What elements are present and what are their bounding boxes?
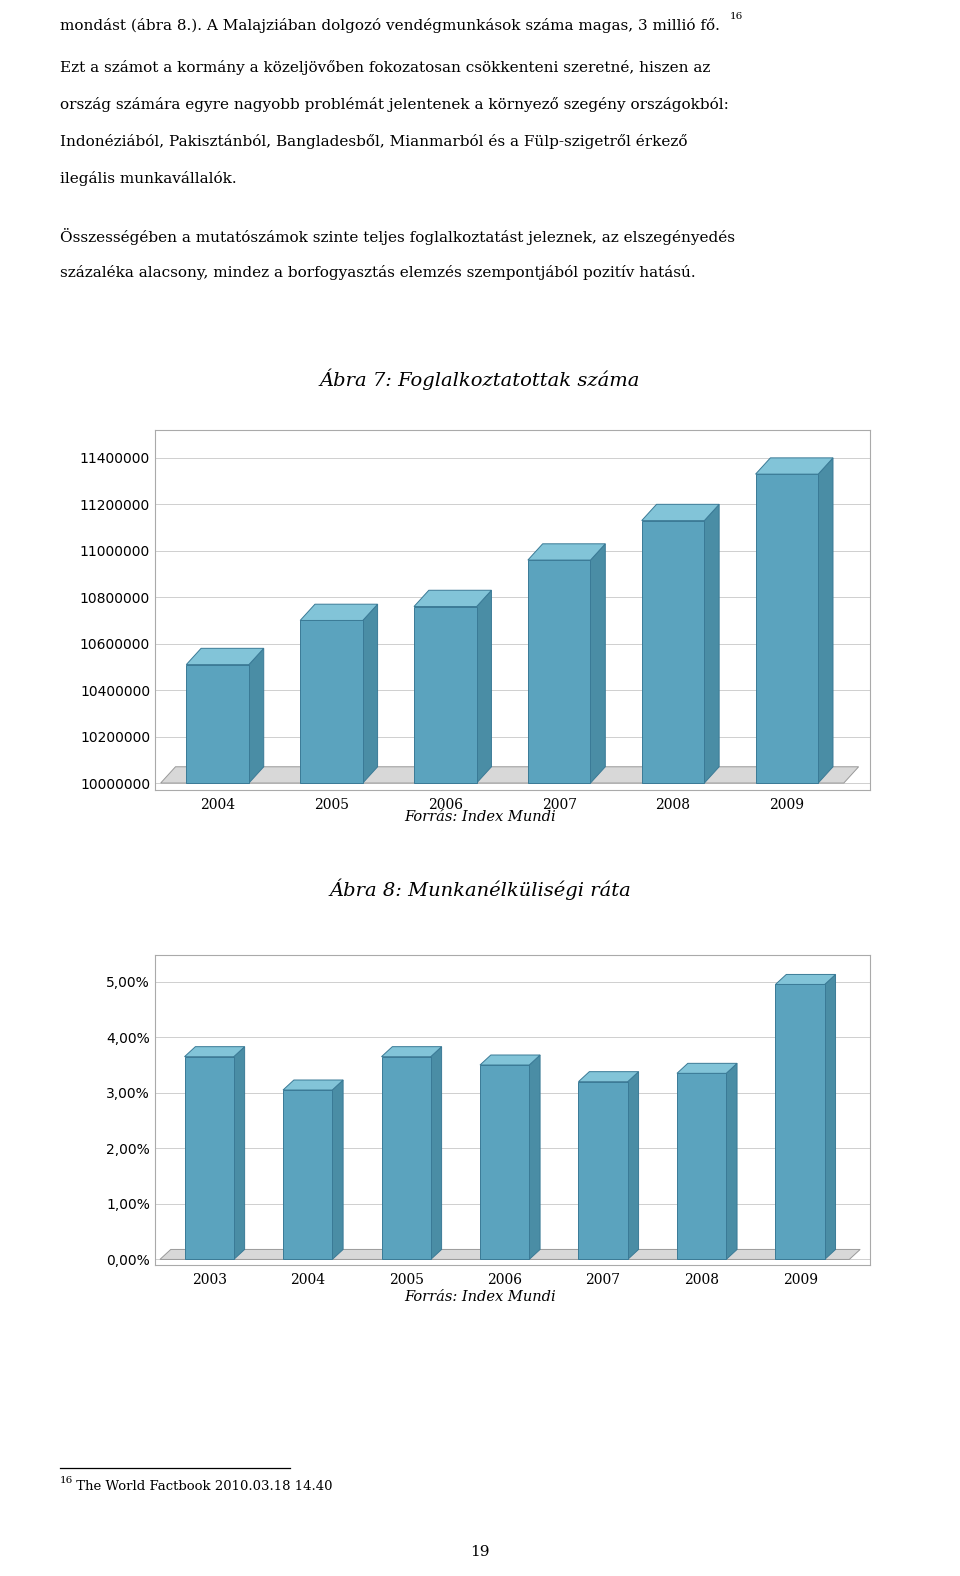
Text: The World Factbook 2010.03.18 14.40: The World Factbook 2010.03.18 14.40 (72, 1480, 332, 1492)
Polygon shape (628, 1072, 638, 1259)
Polygon shape (579, 1072, 638, 1081)
Text: Forrás: Index Mundi: Forrás: Index Mundi (404, 1291, 556, 1303)
Polygon shape (431, 1046, 442, 1259)
Polygon shape (726, 1064, 737, 1259)
Text: 16: 16 (730, 13, 743, 20)
Polygon shape (776, 974, 835, 985)
Bar (677, 1073, 726, 1259)
Polygon shape (249, 648, 264, 783)
Text: 19: 19 (470, 1544, 490, 1559)
Polygon shape (332, 1080, 343, 1259)
Bar (480, 1065, 529, 1259)
Bar (776, 985, 825, 1259)
Text: Ábra 8: Munkanélküliségi ráta: Ábra 8: Munkanélküliségi ráta (329, 878, 631, 900)
Polygon shape (414, 591, 492, 607)
Polygon shape (818, 459, 833, 783)
Polygon shape (186, 648, 264, 665)
Polygon shape (363, 604, 377, 783)
Polygon shape (677, 1064, 737, 1073)
Polygon shape (283, 1080, 343, 1091)
Bar (528, 559, 590, 783)
Polygon shape (234, 1046, 245, 1259)
Bar (641, 520, 705, 783)
Bar (414, 607, 476, 783)
Polygon shape (160, 768, 858, 783)
Text: százaléka alacsony, mindez a borfogyasztás elemzés szempontjából pozitív hatású.: százaléka alacsony, mindez a borfogyaszt… (60, 265, 696, 281)
Polygon shape (300, 604, 377, 621)
Text: Összességében a mutatószámok szinte teljes foglalkoztatást jeleznek, az elszegén: Összességében a mutatószámok szinte telj… (60, 229, 735, 244)
Text: Ábra 7: Foglalkoztatottak száma: Ábra 7: Foglalkoztatottak száma (320, 369, 640, 389)
Polygon shape (476, 591, 492, 783)
Polygon shape (529, 1054, 540, 1259)
Text: ilegális munkavállalók.: ilegális munkavállalók. (60, 172, 236, 186)
Polygon shape (705, 504, 719, 783)
Text: Forrás: Index Mundi: Forrás: Index Mundi (404, 810, 556, 824)
Text: Indonéziából, Pakisztánból, Bangladesből, Mianmarból és a Fülp-szigetről érkező: Indonéziából, Pakisztánból, Bangladesből… (60, 134, 687, 150)
Polygon shape (528, 544, 606, 559)
Polygon shape (160, 1250, 860, 1259)
Polygon shape (756, 459, 833, 474)
Text: Ezt a számot a kormány a közeljövőben fokozatosan csökkenteni szeretné, hiszen a: Ezt a számot a kormány a közeljövőben fo… (60, 60, 710, 76)
Text: mondást (ábra 8.). A Malajziában dolgozó vendégmunkások száma magas, 3 millió fő: mondást (ábra 8.). A Malajziában dolgozó… (60, 17, 720, 33)
Polygon shape (590, 544, 606, 783)
Text: ország számára egyre nagyobb problémát jelentenek a környező szegény országokból: ország számára egyre nagyobb problémát j… (60, 98, 729, 112)
Polygon shape (184, 1046, 245, 1056)
Bar (381, 1056, 431, 1259)
Polygon shape (825, 974, 835, 1259)
Polygon shape (641, 504, 719, 520)
Bar (184, 1056, 234, 1259)
Polygon shape (480, 1054, 540, 1065)
Bar (579, 1081, 628, 1259)
Polygon shape (381, 1046, 442, 1056)
Bar (300, 621, 363, 783)
Text: 16: 16 (60, 1477, 73, 1485)
Bar (186, 665, 249, 783)
Bar (756, 474, 818, 783)
Bar (283, 1091, 332, 1259)
